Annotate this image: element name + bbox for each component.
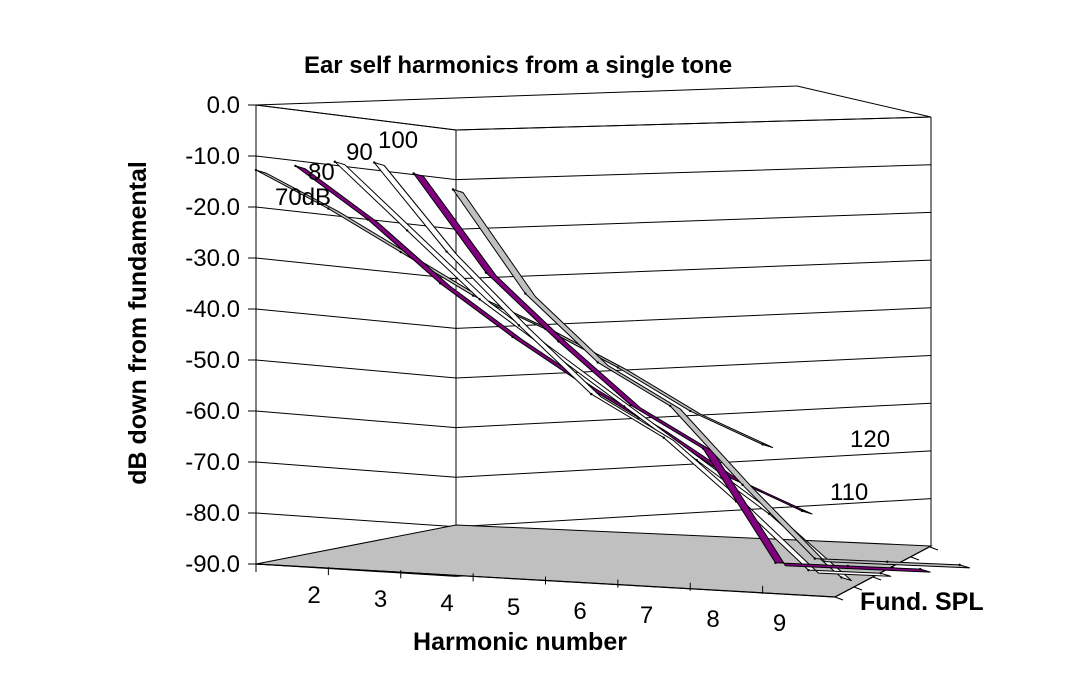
- x-tick-label: 4: [440, 590, 453, 617]
- y-tick-label: -80.0: [185, 500, 240, 527]
- z-axis-title: Fund. SPL: [860, 588, 984, 616]
- y-tick-label: -20.0: [185, 194, 240, 221]
- top-back-edge: [255, 85, 798, 106]
- series-label-110: 110: [830, 479, 868, 506]
- ribbon-90: [373, 161, 892, 577]
- x-tick-labels: 2 3 4 5 6 7 8 9: [307, 582, 786, 637]
- y-tick-label: -60.0: [185, 398, 240, 425]
- x-tick-label: 3: [374, 586, 387, 613]
- data-point: [741, 483, 744, 486]
- x-tick-label: 2: [307, 582, 320, 609]
- data-point: [445, 250, 448, 253]
- data-point: [484, 271, 488, 274]
- data-point: [517, 324, 521, 327]
- series-ribbon: [294, 165, 813, 515]
- z-tick-mark: [872, 576, 882, 581]
- z-axis-line: [834, 545, 932, 598]
- ribbon-120: [254, 168, 774, 448]
- data-point: [478, 298, 481, 301]
- y-tick-label: -90.0: [185, 551, 240, 578]
- series-label-80: 80: [308, 159, 335, 186]
- data-point: [471, 294, 475, 297]
- data-point: [294, 164, 297, 168]
- data-point: [886, 560, 889, 563]
- data-point: [761, 443, 764, 446]
- data-point: [958, 563, 961, 567]
- data-point: [879, 572, 883, 575]
- data-point: [333, 160, 336, 163]
- data-point: [524, 292, 527, 295]
- data-point: [511, 335, 514, 339]
- y-tick-label: -50.0: [185, 347, 240, 374]
- x-axis-title: Harmonic number: [413, 628, 627, 656]
- data-point: [405, 229, 409, 232]
- x-tick-label: 6: [573, 598, 586, 625]
- y-axis-title: dB down from fundamental: [124, 161, 152, 485]
- gridline: [255, 450, 932, 478]
- x-tick-label: 9: [773, 610, 786, 637]
- data-point: [373, 161, 376, 164]
- z-tick-mark: [834, 596, 844, 601]
- series-ribbons: [254, 160, 971, 581]
- ribbon-80: [412, 172, 931, 573]
- gridline: [255, 257, 932, 280]
- gridline: [255, 402, 932, 429]
- data-point: [919, 567, 922, 571]
- data-point: [846, 564, 850, 568]
- data-point: [813, 557, 817, 560]
- chart-floor: [255, 524, 939, 601]
- gridline: [255, 155, 932, 181]
- y-tick-label: -70.0: [185, 449, 240, 476]
- data-point: [616, 366, 620, 369]
- gridline: [255, 104, 932, 131]
- data-point: [623, 405, 626, 408]
- data-point: [774, 561, 777, 565]
- y-tick-label: -40.0: [185, 296, 240, 323]
- y-tick-label: -10.0: [185, 143, 240, 170]
- y-tick-labels: 0.0 -10.0 -20.0 -30.0 -40.0 -50.0 -60.0 -70.0 -8…: [185, 92, 240, 578]
- y-tick-label: -30.0: [185, 245, 240, 272]
- series-ribbon: [452, 189, 971, 569]
- data-point: [596, 361, 599, 364]
- series-label-100: 100: [378, 127, 418, 154]
- data-point: [629, 403, 632, 407]
- x-tick-label: 5: [507, 594, 520, 621]
- series-ribbon: [373, 162, 892, 577]
- data-point: [412, 172, 415, 175]
- data-point: [327, 207, 330, 210]
- data-point: [590, 392, 593, 396]
- data-point: [840, 576, 843, 579]
- z-tick-mark: [910, 556, 920, 561]
- data-point: [668, 404, 672, 408]
- x-tick-label: 7: [640, 602, 653, 629]
- data-point: [366, 218, 369, 221]
- series-label-120: 120: [850, 426, 890, 453]
- chart-title: Ear self harmonics from a single tone: [304, 52, 732, 79]
- data-point: [451, 188, 455, 191]
- data-point: [254, 168, 258, 172]
- series-ribbon: [255, 169, 774, 448]
- z-tick-mark: [853, 586, 863, 591]
- series-label-90: 90: [346, 139, 373, 166]
- data-point: [399, 250, 402, 254]
- data-point: [438, 282, 442, 285]
- series-label-70dB: 70dB: [275, 184, 331, 211]
- gridline: [255, 355, 932, 379]
- data-point: [807, 568, 810, 572]
- data-point: [800, 509, 804, 513]
- data-point: [662, 436, 665, 439]
- z-tick-mark: [929, 546, 939, 551]
- data-point: [701, 447, 705, 450]
- x-tick-label: 8: [706, 606, 719, 633]
- top-right-edge: [796, 85, 932, 118]
- data-point: [689, 409, 692, 413]
- gridline: [255, 307, 932, 329]
- y-tick-label: 0.0: [207, 92, 240, 119]
- ribbon-70dB: [451, 188, 971, 569]
- data-point: [557, 340, 560, 343]
- series-ribbon: [413, 173, 931, 573]
